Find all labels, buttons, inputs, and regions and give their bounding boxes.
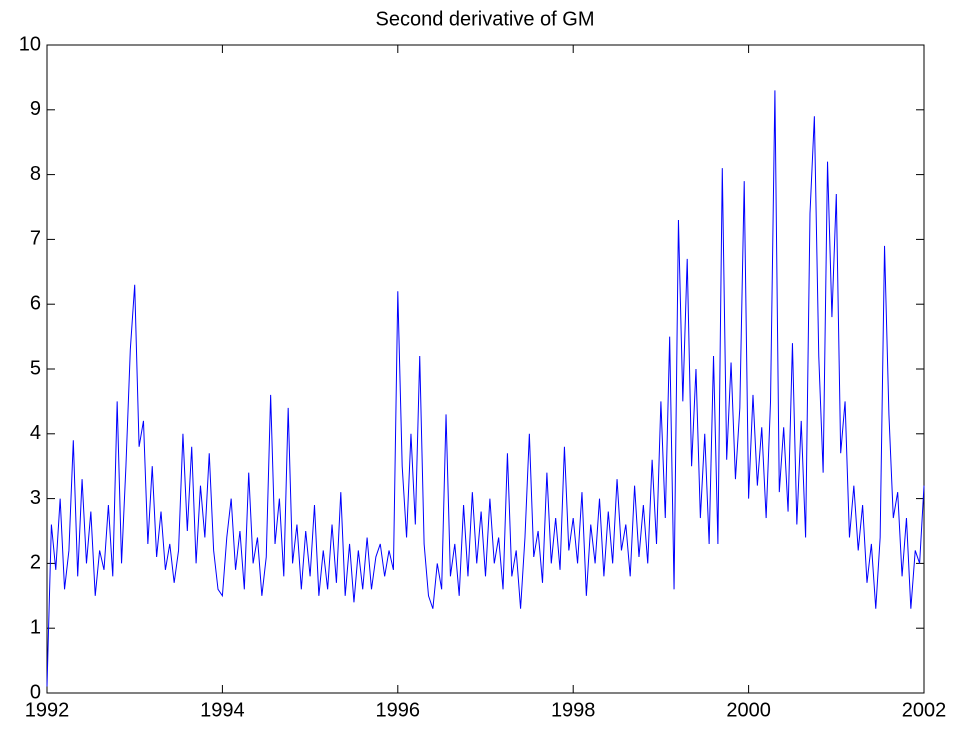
y-tick-label: 1 [30,616,41,638]
y-tick-label: 0 [30,681,41,703]
x-tick-label: 1992 [25,699,70,721]
y-tick-label: 3 [30,487,41,509]
x-tick-label: 1998 [551,699,596,721]
x-tick-label: 1994 [200,699,245,721]
chart-title: Second derivative of GM [376,8,595,30]
y-tick-label: 7 [30,228,41,250]
y-tick-label: 6 [30,292,41,314]
data-line [46,90,925,687]
plot-frame [46,44,925,694]
y-tick-label: 5 [30,357,41,379]
y-tick-label: 9 [30,98,41,120]
y-tick-label: 2 [30,552,41,574]
y-tick-label: 10 [19,33,41,55]
y-tick-label: 8 [30,163,41,185]
y-tick-label: 4 [30,422,41,444]
x-tick-label: 2000 [726,699,771,721]
x-tick-label: 2002 [902,699,947,721]
x-tick-label: 1996 [376,699,421,721]
